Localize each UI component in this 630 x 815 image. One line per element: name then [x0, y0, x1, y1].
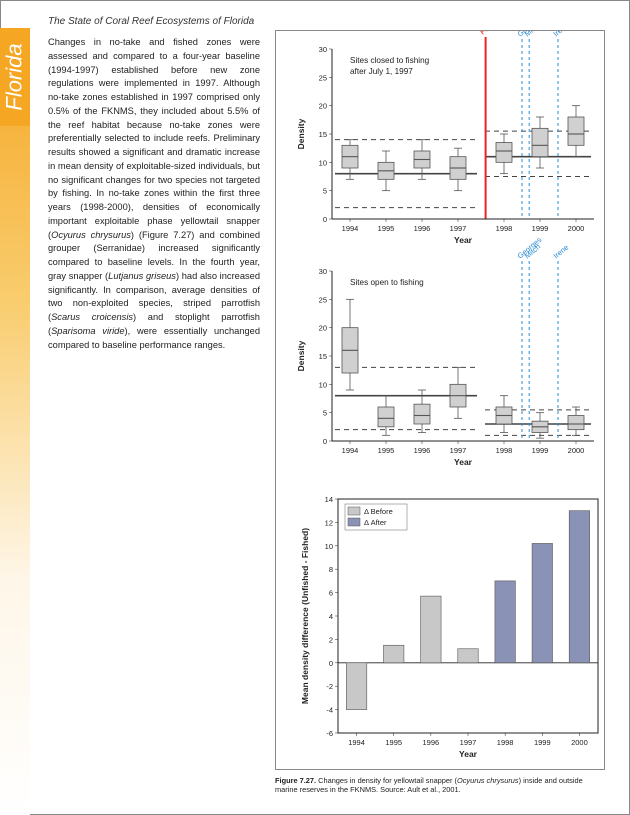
svg-text:20: 20 [319, 102, 327, 111]
doc-title: The State of Coral Reef Ecosystems of Fl… [48, 16, 254, 27]
svg-text:1995: 1995 [385, 738, 402, 747]
svg-text:1998: 1998 [496, 224, 513, 233]
svg-text:-2: -2 [326, 682, 333, 691]
svg-text:25: 25 [319, 295, 327, 304]
svg-text:Year: Year [459, 749, 478, 759]
svg-text:1994: 1994 [348, 738, 365, 747]
svg-text:10: 10 [325, 542, 333, 551]
svg-text:10: 10 [319, 380, 327, 389]
svg-text:30: 30 [319, 267, 327, 276]
svg-text:1999: 1999 [532, 224, 549, 233]
svg-text:1999: 1999 [534, 738, 551, 747]
svg-text:1996: 1996 [414, 446, 431, 455]
svg-text:Irene: Irene [552, 243, 571, 261]
svg-text:14: 14 [325, 495, 333, 504]
figure-block: 0510152025301994199519961997199819992000… [275, 30, 605, 770]
svg-text:1996: 1996 [423, 738, 440, 747]
svg-text:6: 6 [329, 589, 333, 598]
svg-text:5: 5 [323, 187, 327, 196]
svg-text:-4: -4 [326, 706, 333, 715]
svg-text:Sites open to fishing: Sites open to fishing [350, 278, 424, 287]
svg-text:1995: 1995 [378, 224, 395, 233]
figure-svg: 0510152025301994199519961997199819992000… [276, 31, 606, 771]
svg-text:0: 0 [323, 215, 327, 224]
svg-text:15: 15 [319, 352, 327, 361]
sidebar-tab: Florida [0, 28, 30, 126]
svg-text:Density: Density [296, 340, 306, 371]
sidebar-label: Florida [2, 43, 28, 110]
svg-text:Year: Year [454, 457, 473, 467]
svg-text:1994: 1994 [342, 446, 359, 455]
svg-text:1995: 1995 [378, 446, 395, 455]
svg-text:2000: 2000 [568, 224, 585, 233]
svg-text:Sites closed to fishing: Sites closed to fishing [350, 56, 430, 65]
svg-text:Δ Before: Δ Before [364, 507, 393, 516]
svg-text:2000: 2000 [571, 738, 588, 747]
svg-text:0: 0 [329, 659, 333, 668]
svg-text:after July 1, 1997: after July 1, 1997 [350, 67, 413, 76]
svg-text:25: 25 [319, 73, 327, 82]
svg-text:0: 0 [323, 437, 327, 446]
svg-text:Year: Year [454, 235, 473, 245]
svg-text:12: 12 [325, 518, 333, 527]
svg-text:8: 8 [329, 565, 333, 574]
svg-text:Mean density difference (Unfis: Mean density difference (Unfished - Fish… [300, 528, 310, 704]
svg-text:-6: -6 [326, 729, 333, 738]
svg-text:2000: 2000 [568, 446, 585, 455]
svg-text:Density: Density [296, 118, 306, 149]
body-text: Changes in no-take and fished zones were… [48, 36, 260, 352]
svg-text:1999: 1999 [532, 446, 549, 455]
svg-text:1998: 1998 [496, 446, 513, 455]
figure-caption: Figure 7.27. Changes in density for yell… [275, 776, 605, 795]
svg-text:5: 5 [323, 409, 327, 418]
svg-text:20: 20 [319, 324, 327, 333]
svg-text:2: 2 [329, 635, 333, 644]
svg-text:1997: 1997 [450, 446, 467, 455]
svg-text:30: 30 [319, 45, 327, 54]
svg-text:15: 15 [319, 130, 327, 139]
svg-text:Mitch: Mitch [523, 31, 543, 39]
svg-text:1997: 1997 [450, 224, 467, 233]
svg-text:1996: 1996 [414, 224, 431, 233]
svg-text:1997: 1997 [460, 738, 477, 747]
sidebar-gradient [0, 28, 30, 815]
svg-text:1998: 1998 [497, 738, 514, 747]
svg-text:Δ After: Δ After [364, 518, 387, 527]
svg-text:10: 10 [319, 158, 327, 167]
svg-text:4: 4 [329, 612, 333, 621]
svg-text:Irene: Irene [552, 31, 571, 39]
svg-text:1994: 1994 [342, 224, 359, 233]
